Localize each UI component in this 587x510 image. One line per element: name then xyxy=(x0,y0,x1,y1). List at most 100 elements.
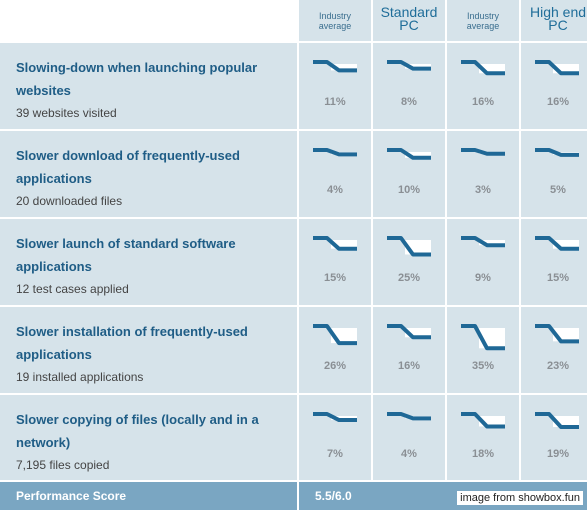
slowdown-line xyxy=(535,324,579,344)
slowdown-graph-icon xyxy=(535,236,579,251)
slowdown-shade xyxy=(553,64,579,74)
column-header-line2: PC xyxy=(548,17,568,33)
metric-cell: 5% xyxy=(521,131,587,217)
slowdown-graph-icon xyxy=(387,60,431,71)
slowdown-shade xyxy=(553,416,579,428)
slowdown-line xyxy=(387,60,431,71)
metric-cell: 16% xyxy=(373,307,445,393)
column-header-line1: Standard xyxy=(380,4,438,20)
metric-cell: 4% xyxy=(373,395,445,480)
slowdown-graph-icon xyxy=(387,236,431,257)
row-title: Slower download of frequently-used appli… xyxy=(16,148,240,186)
metric-value: 16% xyxy=(471,96,495,108)
slowdown-graph-icon xyxy=(313,412,357,423)
slowdown-graph-icon xyxy=(387,412,431,421)
slowdown-line xyxy=(387,148,431,160)
metric-value: 11% xyxy=(324,96,346,108)
slowdown-line xyxy=(461,324,505,351)
slowdown-shade xyxy=(553,240,579,249)
slowdown-shade xyxy=(479,64,505,74)
slowdown-graph-icon xyxy=(387,324,431,340)
slowdown-line xyxy=(313,148,357,157)
slowdown-line xyxy=(461,236,505,248)
slowdown-graph-icon xyxy=(387,148,431,160)
slowdown-graph-icon xyxy=(461,60,505,76)
slowdown-shade xyxy=(405,152,431,158)
slowdown-line xyxy=(461,148,505,156)
column-header-industry-average-1: Industry average xyxy=(299,0,371,41)
performance-score-label: Performance Score xyxy=(0,482,297,510)
slowdown-shade xyxy=(405,328,431,338)
metric-value: 26% xyxy=(323,360,347,372)
column-header-line1: Industry xyxy=(466,11,499,21)
metric-value: 16% xyxy=(546,96,570,108)
metric-value: 15% xyxy=(323,272,347,284)
slowdown-shade xyxy=(331,240,357,249)
metric-value: 4% xyxy=(327,184,343,196)
slowdown-line xyxy=(313,412,357,423)
slowdown-shade xyxy=(405,64,431,69)
metric-cell: 19% xyxy=(521,395,587,480)
slowdown-graph-icon xyxy=(461,236,505,248)
slowdown-shade xyxy=(479,240,505,246)
metric-cell: 9% xyxy=(447,219,519,305)
row-label: Slowing-down when launching popular webs… xyxy=(0,43,297,129)
row-subtitle: 20 downloaded files xyxy=(16,194,123,208)
column-header-line2: PC xyxy=(399,17,419,33)
metric-value: 18% xyxy=(471,448,495,460)
slowdown-line xyxy=(387,412,431,421)
metric-cell: 11% xyxy=(299,43,371,129)
metric-cell: 15% xyxy=(299,219,371,305)
slowdown-line xyxy=(313,60,357,73)
slowdown-line xyxy=(313,236,357,251)
slowdown-line xyxy=(461,60,505,76)
metric-value: 15% xyxy=(546,272,570,284)
slowdown-line xyxy=(535,236,579,251)
slowdown-graph-icon xyxy=(313,148,357,157)
slowdown-shade xyxy=(331,416,357,421)
metric-value: 8% xyxy=(401,96,417,108)
metric-value: 3% xyxy=(475,184,491,196)
metric-cell: 35% xyxy=(447,307,519,393)
slowdown-graph-icon xyxy=(313,60,357,73)
metric-cell: 25% xyxy=(373,219,445,305)
row-subtitle: 19 installed applications xyxy=(16,370,144,384)
slowdown-line xyxy=(535,412,579,430)
slowdown-graph-icon xyxy=(461,412,505,429)
slowdown-graph-icon xyxy=(535,60,579,76)
metric-cell: 18% xyxy=(447,395,519,480)
metric-cell: 15% xyxy=(521,219,587,305)
slowdown-line xyxy=(387,236,431,257)
row-subtitle: 7,195 files copied xyxy=(16,458,110,472)
metric-value: 4% xyxy=(401,448,417,460)
metric-cell: 4% xyxy=(299,131,371,217)
metric-value: 7% xyxy=(327,448,343,460)
row-label: Slower installation of frequently-used a… xyxy=(0,307,297,393)
slowdown-graph-icon xyxy=(535,412,579,430)
column-header-line2: average xyxy=(318,21,352,31)
metric-value: 35% xyxy=(471,360,495,372)
slowdown-line xyxy=(313,324,357,346)
slowdown-line xyxy=(535,60,579,76)
metric-cell: 10% xyxy=(373,131,445,217)
slowdown-graph-icon xyxy=(461,324,505,351)
row-title: Slowing-down when launching popular webs… xyxy=(16,60,258,98)
metric-value: 5% xyxy=(550,184,566,196)
slowdown-line xyxy=(461,412,505,429)
metric-cell: 16% xyxy=(447,43,519,129)
image-credit: image from showbox.fun xyxy=(457,491,583,505)
slowdown-shade xyxy=(479,416,505,427)
metric-cell: 3% xyxy=(447,131,519,217)
column-header-line2: average xyxy=(466,21,500,31)
slowdown-graph-icon xyxy=(461,148,505,156)
slowdown-graph-icon xyxy=(313,236,357,251)
metric-cell: 23% xyxy=(521,307,587,393)
slowdown-line xyxy=(387,324,431,340)
slowdown-graph-icon xyxy=(535,324,579,344)
row-label: Slower download of frequently-used appli… xyxy=(0,131,297,217)
column-header-line1: Industry xyxy=(318,11,351,21)
row-subtitle: 12 test cases applied xyxy=(16,282,129,296)
metric-value: 23% xyxy=(546,360,570,372)
header-blank xyxy=(0,0,297,41)
